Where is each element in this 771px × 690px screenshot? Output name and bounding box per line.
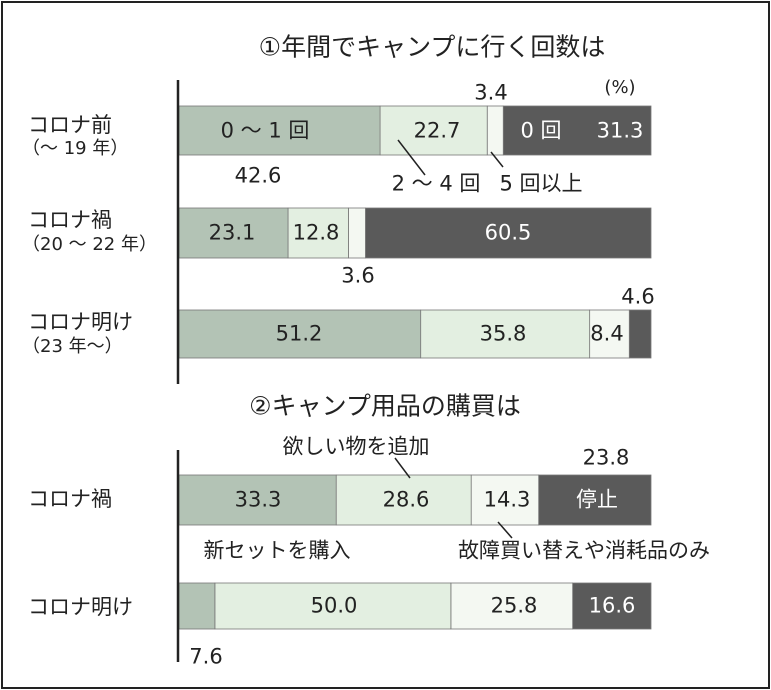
bar-segment	[178, 105, 381, 156]
data-label: 7.6	[189, 644, 223, 669]
series-label: 故障買い替えや消耗品のみ	[458, 538, 710, 563]
bar-segment	[178, 474, 337, 526]
category-sub-label: （20 〜 22 年）	[22, 234, 157, 255]
bar-segment	[628, 309, 652, 359]
data-label: 50.0	[310, 593, 358, 618]
bar-segment	[502, 105, 652, 156]
leader-line	[497, 521, 513, 539]
series-label: 5 回以上	[499, 171, 583, 196]
category-label: コロナ明け	[28, 310, 133, 334]
leader-line	[397, 139, 426, 176]
data-label: 28.6	[382, 487, 430, 512]
series-label: 0 回	[520, 118, 562, 143]
bar-segment	[348, 207, 366, 259]
bar-segment	[178, 207, 289, 259]
data-label: 33.3	[234, 487, 282, 512]
data-label: 4.6	[621, 284, 655, 309]
category-label: コロナ禍	[28, 487, 112, 511]
category-label: コロナ禍	[28, 208, 112, 232]
leader-line	[490, 151, 504, 168]
bar-segment	[572, 582, 652, 630]
data-label: 8.4	[590, 321, 624, 346]
bar-segment	[178, 309, 422, 359]
bar-segment	[420, 309, 591, 359]
data-label: 31.3	[596, 118, 644, 143]
chart1-title: ①年間でキャンプに行く回数は	[258, 32, 606, 62]
bar-segment	[178, 582, 216, 630]
bar-segment	[287, 207, 349, 259]
data-label: 51.2	[275, 321, 323, 346]
category-label: コロナ明け	[28, 595, 133, 619]
data-label: 16.6	[588, 593, 636, 618]
data-label: 35.8	[479, 321, 527, 346]
category-sub-label: （〜 19 年）	[22, 138, 129, 159]
data-label: 25.8	[490, 593, 538, 618]
series-label: 欲しい物を追加	[282, 434, 430, 459]
bar-segment	[450, 582, 574, 630]
data-label: 3.6	[341, 263, 375, 288]
data-label: 3.4	[474, 80, 508, 105]
bar-segment	[365, 207, 652, 259]
data-label: 23.1	[208, 220, 256, 245]
data-label: 22.7	[413, 118, 461, 143]
leader-line	[394, 457, 411, 479]
data-label: 42.6	[234, 163, 282, 188]
data-label: 60.5	[484, 220, 532, 245]
data-label: 23.8	[582, 445, 630, 470]
series-label: 停止	[576, 487, 618, 512]
chart2-title: ②キャンプ用品の購買は	[249, 391, 521, 421]
series-label: 0 〜 1 回	[220, 118, 310, 143]
series-label: 新セットを購入	[203, 538, 351, 563]
data-label: 14.3	[483, 487, 531, 512]
bar-segment	[589, 309, 630, 359]
series-label: 2 〜 4 回	[391, 171, 481, 196]
category-sub-label: （23 年〜）	[22, 336, 123, 357]
bar-segment	[379, 105, 488, 156]
category-label: コロナ前	[28, 113, 112, 137]
bar-segment	[214, 582, 452, 630]
bar-segment	[486, 105, 504, 156]
unit-label: (%)	[604, 77, 636, 98]
data-label: 12.8	[292, 220, 340, 245]
